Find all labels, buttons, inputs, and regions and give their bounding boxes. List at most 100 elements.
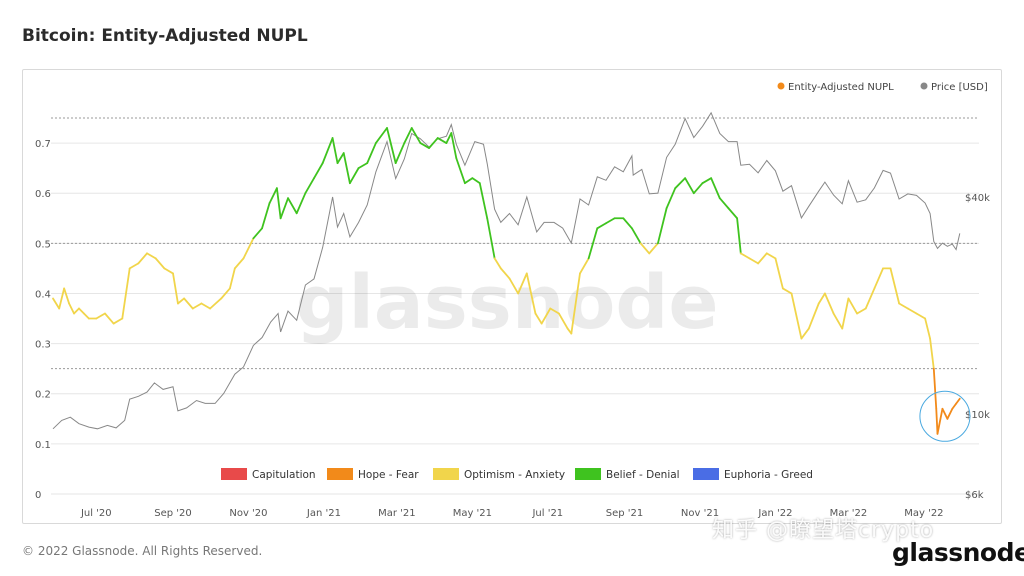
nupl-segment (946, 407, 954, 420)
y-right-tick-label: $6k (965, 490, 984, 501)
y-tick-label: 0.7 (35, 139, 51, 150)
nupl-segment (856, 307, 867, 315)
legend-label-nupl: Entity-Adjusted NUPL (788, 82, 894, 93)
nupl-segment (52, 297, 61, 310)
nupl-segment (471, 177, 481, 185)
nupl-segment (220, 287, 231, 300)
nupl-segment (508, 277, 520, 295)
nupl-segment (403, 127, 413, 144)
nupl-segment (665, 187, 677, 210)
nupl-segment (864, 287, 876, 310)
nupl-segment (873, 267, 884, 290)
nupl-segment (83, 312, 90, 320)
zone-legend-swatch (693, 468, 719, 480)
nupl-segment (765, 252, 777, 260)
nupl-segment (692, 182, 704, 195)
nupl-segment (342, 152, 351, 185)
nupl-segment (287, 197, 298, 215)
nupl-segment (674, 177, 687, 190)
nupl-segment (276, 187, 282, 220)
nupl-segment (493, 257, 502, 270)
nupl-segment (279, 197, 289, 220)
nupl-segment (534, 312, 543, 325)
nupl-segment (464, 177, 474, 185)
x-tick-label: Jan '22 (757, 508, 792, 519)
watermark-text: glassnode (295, 260, 718, 346)
nupl-segment (951, 402, 957, 410)
x-tick-label: May '21 (453, 508, 492, 519)
nupl-segment (191, 302, 203, 310)
nupl-segment (579, 257, 590, 275)
highlight-circle (919, 390, 971, 442)
nupl-segment (348, 167, 360, 185)
y-tick-label: 0.3 (35, 340, 51, 351)
chart-canvas: 0 0.1 0.2 0.3 0.4 0.5 0.6 0.7 glassnode Jul '20 Se… (35, 82, 990, 519)
nupl-segment (104, 312, 115, 325)
nupl-segment (790, 292, 803, 340)
zone-legend-swatch (327, 468, 353, 480)
overlay-watermark-text: 知乎 @瞭望塔crypto (712, 518, 935, 543)
nupl-segment (906, 307, 918, 315)
y-tick-label: 0.1 (35, 440, 51, 451)
x-tick-label: Nov '20 (229, 508, 267, 519)
price-line (52, 111, 961, 430)
zone-legend-swatch (575, 468, 601, 480)
nupl-segment (648, 242, 659, 255)
nupl-segment (313, 162, 324, 180)
nupl-segment (549, 307, 560, 315)
x-tick-label: Nov '21 (681, 508, 719, 519)
nupl-segment (121, 267, 131, 320)
nupl-segment (172, 272, 179, 305)
nupl-segment (596, 222, 607, 230)
nupl-segment (932, 367, 938, 410)
chart-panel: 0 0.1 0.2 0.3 0.4 0.5 0.6 0.7 glassnode Jul '20 Se… (22, 69, 1002, 524)
x-tick-label: Sep '21 (606, 508, 644, 519)
nupl-segment (558, 312, 569, 330)
nupl-segment (331, 137, 339, 165)
nupl-segment (428, 137, 439, 149)
nupl-segment (955, 397, 961, 405)
zone-legend-label: Hope - Fear (358, 469, 419, 481)
x-tick-label: Jul '20 (80, 508, 112, 519)
nupl-segment (478, 182, 489, 220)
zone-legend-label: Belief - Denial (606, 469, 680, 481)
nupl-segment (321, 137, 334, 165)
nupl-segment (183, 297, 194, 310)
y-tick-label: 0.2 (35, 390, 51, 401)
nupl-segment (455, 157, 466, 185)
nupl-segment (631, 227, 642, 245)
nupl-segment (177, 297, 186, 305)
nupl-segment (800, 327, 810, 340)
nupl-segment (137, 252, 148, 265)
nupl-segment (419, 142, 430, 149)
legend-label-price: Price [USD] (931, 82, 988, 93)
nupl-segment (394, 142, 406, 165)
nupl-segment (112, 317, 124, 325)
nupl-segment (570, 272, 581, 335)
nupl-segment (936, 407, 944, 435)
nupl-segment (657, 207, 668, 245)
x-tick-label: Jul '21 (531, 508, 563, 519)
nupl-segment (374, 127, 388, 144)
nupl-segment (718, 197, 730, 210)
nupl-segment (486, 217, 496, 260)
page-title: Bitcoin: Entity-Adjusted NUPL (22, 26, 308, 46)
nupl-segment (847, 297, 858, 315)
nupl-segment (774, 257, 784, 290)
nupl-segment (63, 287, 70, 305)
nupl-segment (889, 267, 901, 305)
y-tick-label: 0 (35, 490, 41, 501)
nupl-segment (445, 132, 453, 144)
zone-legend-swatch (221, 468, 247, 480)
nupl-segment (639, 242, 651, 255)
nupl-segment (261, 202, 271, 230)
nupl-segment (517, 272, 528, 295)
nupl-segment (242, 237, 255, 260)
nupl-segment (781, 287, 793, 295)
nupl-segment (436, 137, 448, 144)
nupl-segment (163, 267, 174, 275)
nupl-segment (540, 307, 552, 325)
nupl-segment (710, 177, 721, 200)
nupl-segment (450, 132, 458, 160)
nupl-segment (701, 177, 713, 185)
